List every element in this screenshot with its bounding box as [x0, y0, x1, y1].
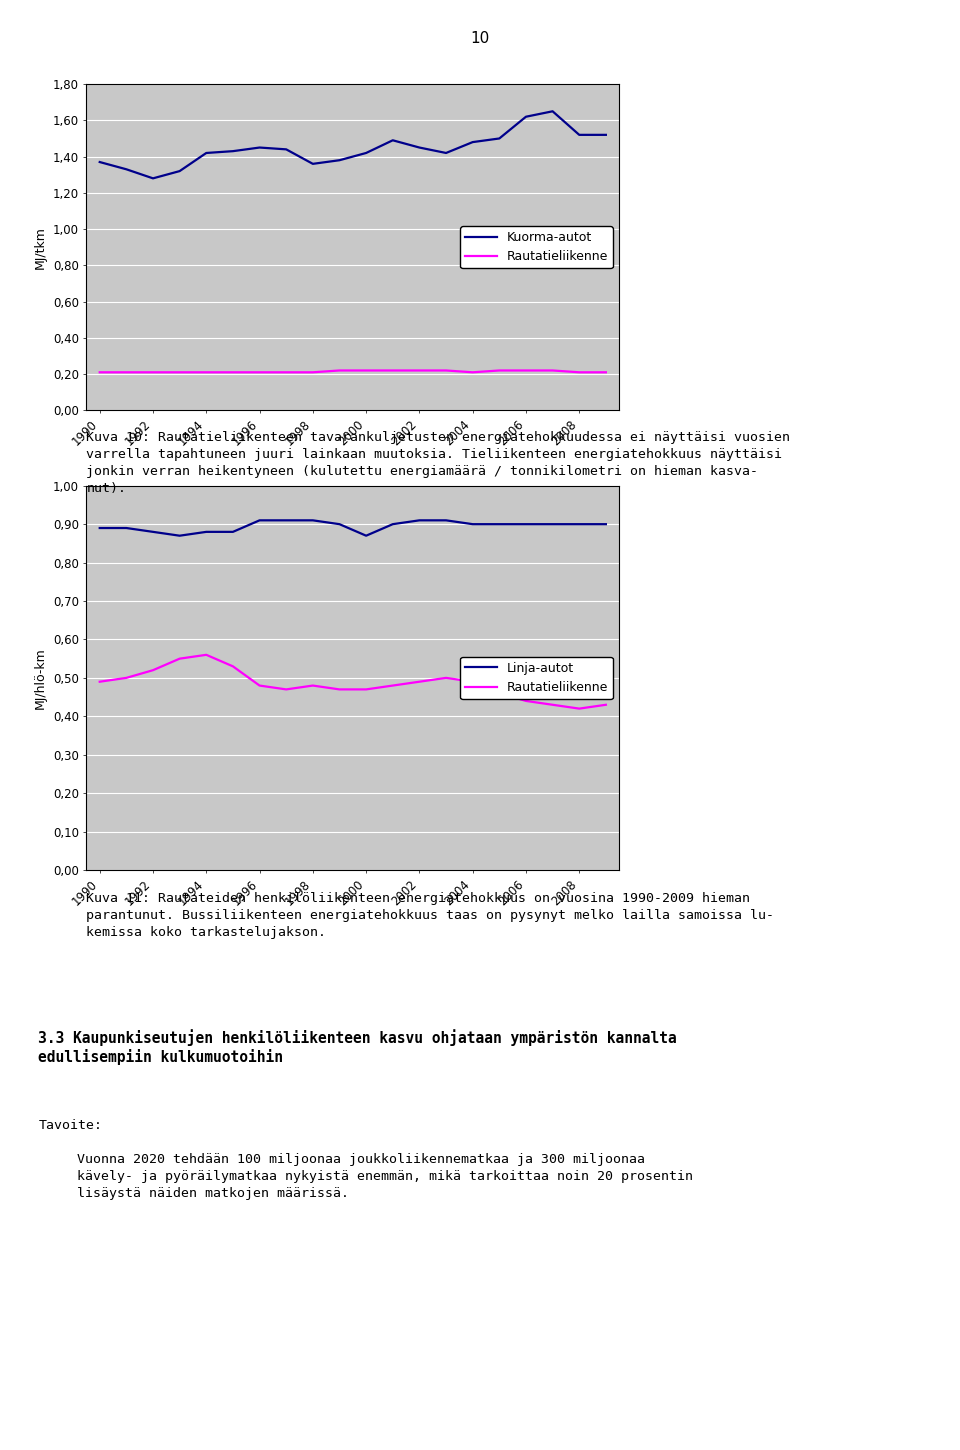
Text: Vuonna 2020 tehdään 100 miljoonaa joukkoliikennematkaa ja 300 miljoonaa
kävely- : Vuonna 2020 tehdään 100 miljoonaa joukko…	[77, 1153, 693, 1199]
Y-axis label: MJ/hlö-km: MJ/hlö-km	[35, 647, 47, 709]
Y-axis label: MJ/tkm: MJ/tkm	[35, 226, 47, 268]
Text: 10: 10	[470, 32, 490, 46]
Legend: Kuorma-autot, Rautatieliikenne: Kuorma-autot, Rautatieliikenne	[461, 226, 612, 268]
Text: 3.3 Kaupunkiseutujen henkilöliikenteen kasvu ohjataan ympäristön kannalta
edulli: 3.3 Kaupunkiseutujen henkilöliikenteen k…	[38, 1030, 677, 1064]
Text: Kuva 11: Rautateiden henkilöliikenteen energiatehokkuus on vuosina 1990-2009 hie: Kuva 11: Rautateiden henkilöliikenteen e…	[86, 892, 775, 938]
Text: Tavoite:: Tavoite:	[38, 1119, 103, 1132]
Text: Kuva 10: Rautatieliikenteen tavarankuljetusten energiatehokkuudessa ei näyttäisi: Kuva 10: Rautatieliikenteen tavarankulje…	[86, 431, 790, 494]
Legend: Linja-autot, Rautatieliikenne: Linja-autot, Rautatieliikenne	[461, 657, 612, 699]
